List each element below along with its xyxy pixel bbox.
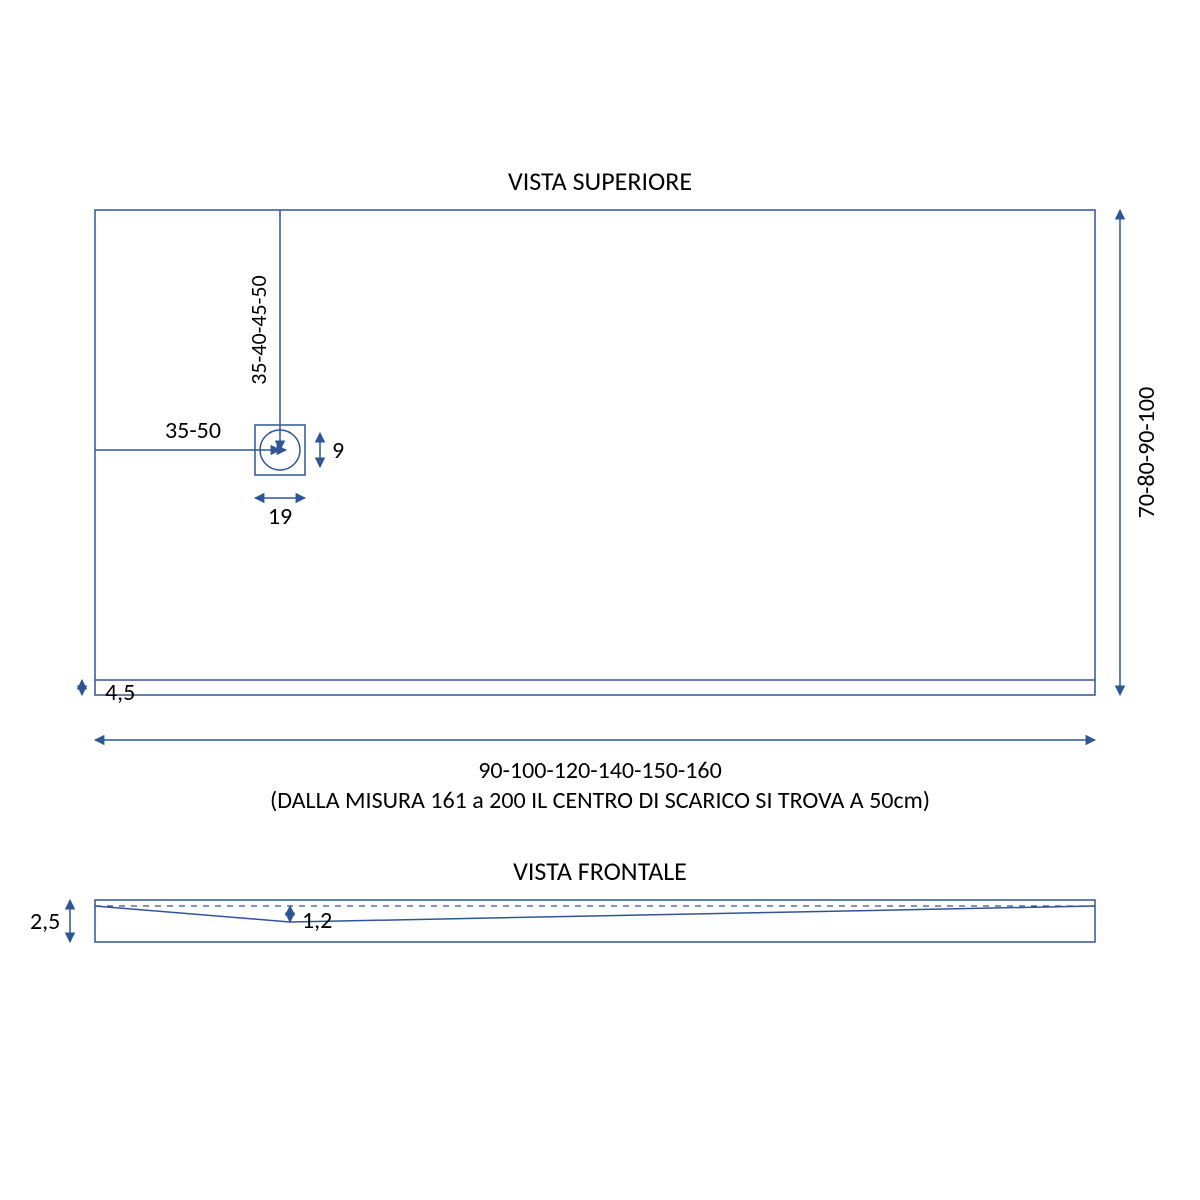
drain-width-label: 19 [268,502,292,531]
drain-height-label: 9 [332,436,344,465]
top-offset-label: 35-40-45-50 [245,275,272,384]
width-dimension-label: 90-100-120-140-150-160 [478,756,722,785]
left-offset-label: 35-50 [165,416,221,445]
front-dip-label: 1,2 [302,906,332,935]
bottom-inset-label: 4,5 [105,678,135,707]
front-left-height-label: 2,5 [30,907,60,936]
front-view-title: VISTA FRONTALE [513,855,687,887]
top-view-title: VISTA SUPERIORE [508,165,692,197]
height-dimension-label: 70-80-90-100 [1132,387,1161,519]
width-dimension-note: (DALLA MISURA 161 a 200 IL CENTRO DI SCA… [270,786,930,815]
